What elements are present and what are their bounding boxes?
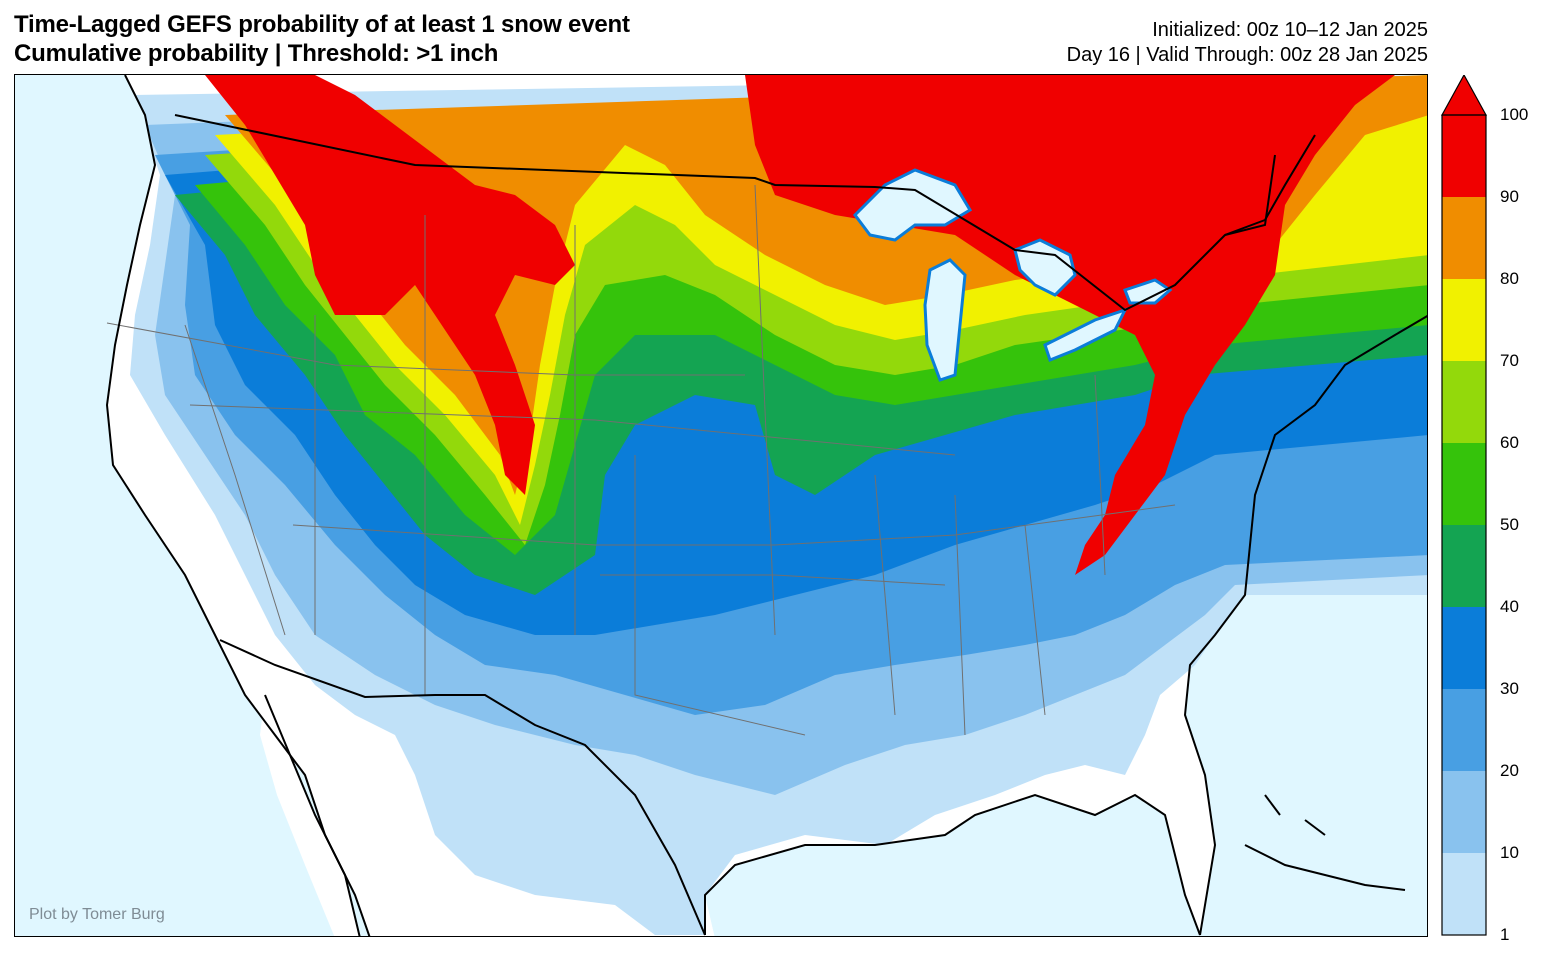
colorbar-tick-label: 60	[1500, 433, 1519, 452]
colorbar-extend-arrow	[1441, 75, 1487, 116]
map-title: Time-Lagged GEFS probability of at least…	[14, 11, 630, 38]
map-subtitle: Cumulative probability | Threshold: >1 i…	[14, 40, 499, 67]
plot-credit: Plot by Tomer Burg	[29, 906, 165, 923]
colorbar-bin	[1442, 771, 1486, 853]
prob-band-90-100-rockies	[205, 75, 575, 495]
colorbar-tick-label: 20	[1500, 761, 1519, 780]
lake-ontario	[1123, 278, 1173, 305]
gulf-of-mexico	[705, 795, 1200, 936]
colorbar-tick-label: 70	[1500, 351, 1519, 370]
colorbar	[1441, 75, 1487, 936]
colorbar-tick-label: 10	[1500, 843, 1519, 862]
colorbar-tick-label: 30	[1500, 679, 1519, 698]
lake-huron	[1013, 238, 1077, 297]
valid-through-label: Day 16 | Valid Through: 00z 28 Jan 2025	[1066, 44, 1428, 66]
run-info: Initialized: 00z 10–12 Jan 2025 Day 16 |…	[1067, 18, 1428, 68]
colorbar-tick-label: 100	[1500, 105, 1529, 124]
colorbar-bin	[1442, 361, 1486, 443]
lake-michigan	[923, 258, 967, 382]
initialized-label: Initialized: 00z 10–12 Jan 2025	[1152, 19, 1428, 41]
colorbar-bin	[1442, 115, 1486, 197]
lake-erie	[1043, 307, 1128, 362]
colorbar-bin	[1442, 525, 1486, 607]
colorbar-tick-label: 80	[1500, 269, 1519, 288]
baja-peninsula	[260, 695, 360, 936]
colorbar-bin	[1442, 197, 1486, 279]
colorbar-bin	[1442, 443, 1486, 525]
caribbean-islands	[1244, 794, 1406, 891]
title-block: Time-Lagged GEFS probability of at least…	[14, 10, 630, 68]
state-lines	[106, 184, 1176, 736]
borders	[105, 75, 1427, 936]
probability-map	[15, 75, 1427, 936]
colorbar-tick-label: 40	[1500, 597, 1519, 616]
colorbar-tick-label: 1	[1500, 925, 1510, 944]
colorbar-tick-label: 50	[1500, 515, 1519, 534]
colorbar-outline	[1441, 114, 1487, 936]
pacific-ocean	[15, 75, 370, 936]
colorbar-tick-label: 90	[1500, 187, 1519, 206]
colorbar-bin	[1442, 279, 1486, 361]
colorbar-bin	[1442, 607, 1486, 689]
colorbar-bin	[1442, 689, 1486, 771]
colorbar-bin	[1442, 853, 1486, 935]
map-panel	[14, 74, 1428, 937]
